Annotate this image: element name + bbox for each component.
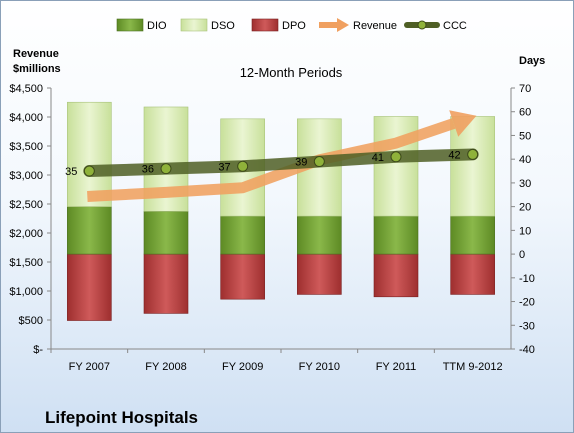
left-axis-title-line1: Revenue	[13, 48, 59, 60]
ccc-data-label: 41	[372, 152, 384, 164]
legend-swatch	[251, 18, 279, 32]
left-axis-title-line2: $millions	[13, 63, 61, 75]
x-tick-label: FY 2010	[299, 361, 340, 373]
right-tick-label: -10	[519, 273, 535, 285]
legend-label: DIO	[147, 20, 167, 32]
dpo-bar	[373, 253, 419, 298]
company-name: Lifepoint Hospitals	[45, 408, 198, 427]
legend-label: DPO	[282, 20, 306, 32]
x-tick-label: FY 2007	[69, 361, 110, 373]
ccc-data-label: 35	[65, 166, 77, 178]
right-tick-label: 10	[519, 225, 531, 237]
dio-bar	[297, 215, 342, 255]
legend-label: DSO	[211, 20, 235, 32]
legend-swatch	[116, 18, 144, 32]
plot-area: $- $500 $1,000 $1,500 $2,000 $2,500 $3,000 $3,5…	[9, 83, 535, 373]
left-tick-label: $4,000	[9, 112, 43, 124]
ccc-point	[160, 163, 172, 175]
ccc-point	[390, 151, 402, 163]
dio-bar	[220, 215, 265, 255]
dio-bar	[373, 215, 419, 255]
left-tick-label: $3,000	[9, 170, 43, 182]
left-tick-label: $2,000	[9, 228, 43, 240]
right-tick-label: 20	[519, 202, 531, 214]
x-tick-label: FY 2008	[145, 361, 186, 373]
x-tick-label: FY 2009	[222, 361, 263, 373]
legend-label: Revenue	[353, 20, 397, 32]
right-tick-label: -20	[519, 297, 535, 309]
right-tick-label: 0	[519, 249, 525, 261]
legend-label: CCC	[443, 20, 467, 32]
dio-bar	[67, 206, 112, 255]
dpo-bar	[67, 253, 112, 321]
x-tick-label: FY 2011	[376, 361, 417, 373]
dpo-bar	[220, 253, 265, 300]
revenue-arrow-line	[87, 118, 456, 202]
legend: DIO DSO DPO Revenue CCC	[116, 18, 467, 32]
revenue-arrow-head	[449, 110, 477, 137]
legend-item: Revenue	[319, 18, 397, 32]
legend-item: DPO	[251, 18, 306, 32]
right-tick-label: 60	[519, 107, 531, 119]
legend-item: CCC	[404, 20, 467, 32]
left-tick-label: $1,500	[9, 257, 43, 269]
ccc-data-label: 39	[295, 157, 307, 169]
left-tick-label: $3,500	[9, 141, 43, 153]
chart-title: 12-Month Periods	[240, 65, 343, 80]
left-tick-label: $2,500	[9, 199, 43, 211]
dio-bar	[450, 215, 495, 255]
ccc-data-label: 37	[218, 161, 230, 173]
ccc-point	[237, 160, 249, 172]
left-tick-label: $500	[19, 315, 43, 327]
ccc-data-label: 36	[142, 164, 154, 176]
right-tick-label: 30	[519, 178, 531, 190]
dpo-bar	[143, 253, 189, 314]
right-axis-title: Days	[519, 55, 545, 67]
ccc-line	[83, 148, 479, 178]
right-tick-label: -30	[519, 320, 535, 332]
dso-bar	[373, 116, 419, 217]
legend-ccc-dot	[417, 20, 427, 30]
ccc-point	[313, 156, 325, 168]
right-tick-label: 70	[519, 83, 531, 95]
ccc-data-label: 42	[448, 149, 460, 161]
left-tick-label: $-	[33, 344, 43, 356]
right-tick-label: -40	[519, 344, 535, 356]
left-tick-label: $1,000	[9, 286, 43, 298]
dpo-bar	[297, 253, 342, 295]
dio-bar	[143, 211, 189, 255]
dso-bar	[67, 101, 112, 207]
legend-item: DIO	[116, 18, 167, 32]
right-tick-label: 50	[519, 130, 531, 142]
x-tick-label: TTM 9-2012	[443, 361, 503, 373]
dpo-bar	[450, 253, 495, 295]
ccc-point	[83, 165, 95, 177]
left-tick-label: $4,500	[9, 83, 43, 95]
ccc-point	[467, 148, 479, 160]
legend-item: DSO	[180, 18, 235, 32]
right-tick-label: 40	[519, 154, 531, 166]
legend-arrow-head	[337, 18, 349, 32]
legend-swatch	[180, 18, 208, 32]
